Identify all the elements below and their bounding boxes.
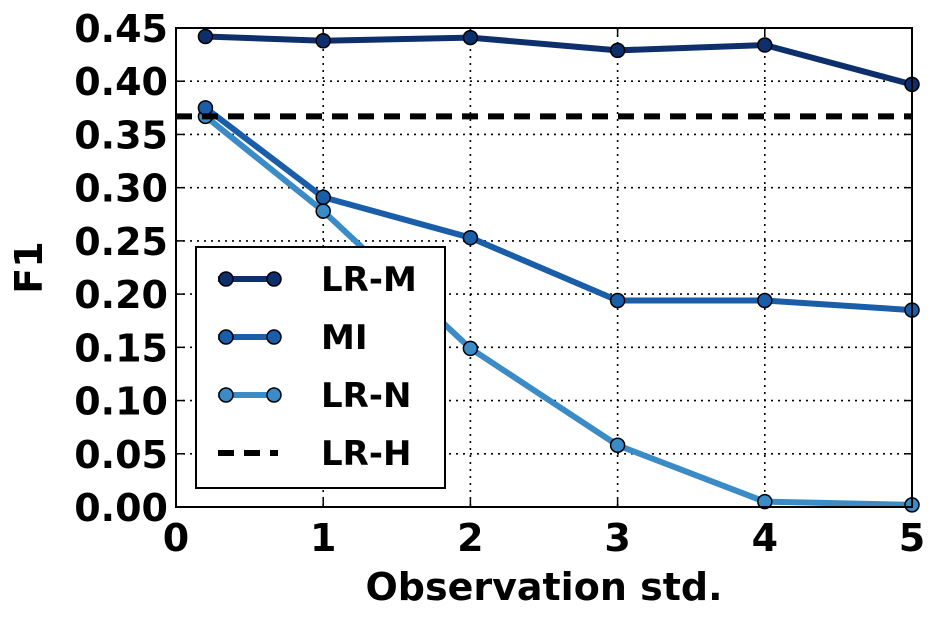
data-point-lr-n <box>462 340 479 357</box>
data-point-lr-n <box>315 203 331 219</box>
legend-label-lr-m: LR-M <box>321 260 417 300</box>
legend-item-mi: MI <box>218 318 367 358</box>
legend-label-lr-n: LR-N <box>321 376 411 416</box>
data-point-mi <box>609 292 626 309</box>
y-tick-label: 0.25 <box>74 220 168 264</box>
legend-marker-mi <box>218 329 234 345</box>
legend-item-lr-n: LR-N <box>218 376 411 416</box>
legend-item-lr-h: LR-H <box>218 434 411 474</box>
data-point-lr-m <box>315 33 331 49</box>
series-lr-m <box>197 28 920 93</box>
data-point-lr-m <box>197 28 214 45</box>
x-axis-label: Observation std. <box>365 565 722 609</box>
series-line-mi <box>203 105 913 314</box>
y-tick-label: 0.20 <box>74 273 168 317</box>
data-point-lr-n <box>609 437 626 454</box>
y-tick-label: 0.45 <box>74 7 168 51</box>
legend-label-lr-h: LR-H <box>321 434 411 474</box>
y-tick-label: 0.30 <box>74 167 168 211</box>
data-point-mi <box>197 100 214 116</box>
data-point-mi <box>757 292 773 309</box>
data-point-lr-m <box>609 42 626 59</box>
y-tick-label: 0.15 <box>74 326 168 370</box>
data-point-lr-m <box>462 29 479 46</box>
legend-marker-lr-n <box>266 387 282 403</box>
data-point-mi <box>462 229 479 246</box>
data-point-lr-n <box>757 493 773 510</box>
data-point-mi <box>315 189 331 205</box>
plot-frame <box>175 27 913 508</box>
series-mi <box>197 100 920 318</box>
y-tick-label: 0.40 <box>74 60 168 104</box>
data-point-lr-m <box>757 37 773 53</box>
legend-marker-mi <box>266 329 282 345</box>
series-line-lr-m <box>205 33 913 88</box>
series-layer <box>176 28 920 513</box>
x-tick-label: 3 <box>604 516 630 560</box>
x-tick-label: 5 <box>899 516 925 560</box>
legend-box <box>195 246 446 489</box>
y-tick-label: 0.00 <box>74 486 168 530</box>
legend: LR-M MI LR-N LR-H <box>195 246 446 489</box>
x-tick-label: 2 <box>457 516 483 560</box>
series-line-lr-n <box>203 114 913 508</box>
x-tick-label: 4 <box>752 516 778 560</box>
legend-marker-lr-n <box>218 387 234 403</box>
legend-marker-lr-m <box>218 271 234 287</box>
y-tick-label: 0.05 <box>74 433 168 477</box>
ticks-layer: 0 1 2 3 4 5 0.00 0.05 0.10 0.15 0.20 0.25 0.30 0.35 0.… <box>74 7 925 560</box>
legend-label-mi: MI <box>321 318 367 358</box>
x-tick-label: 1 <box>310 516 336 560</box>
legend-marker-lr-m <box>266 271 282 287</box>
y-tick-label: 0.35 <box>74 113 168 157</box>
legend-item-lr-m: LR-M <box>218 260 417 300</box>
y-axis-label: F1 <box>7 241 51 293</box>
x-tick-label: 0 <box>163 516 189 560</box>
y-tick-label: 0.10 <box>74 380 168 424</box>
